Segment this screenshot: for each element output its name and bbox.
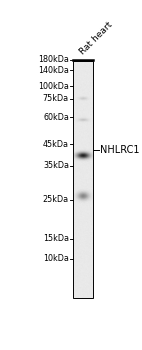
Bar [73,61,93,298]
Bar [73,61,93,298]
Text: 25kDa: 25kDa [43,195,69,204]
Text: 100kDa: 100kDa [38,82,69,91]
Text: 140kDa: 140kDa [38,66,69,75]
Text: 45kDa: 45kDa [43,140,69,149]
Text: NHLRC1: NHLRC1 [100,145,140,155]
Text: 10kDa: 10kDa [43,254,69,264]
Text: 75kDa: 75kDa [43,94,69,103]
Text: Rat heart: Rat heart [79,21,115,57]
Text: 35kDa: 35kDa [43,161,69,170]
Text: 15kDa: 15kDa [43,234,69,243]
Text: 60kDa: 60kDa [43,113,69,122]
Text: 180kDa: 180kDa [38,55,69,64]
